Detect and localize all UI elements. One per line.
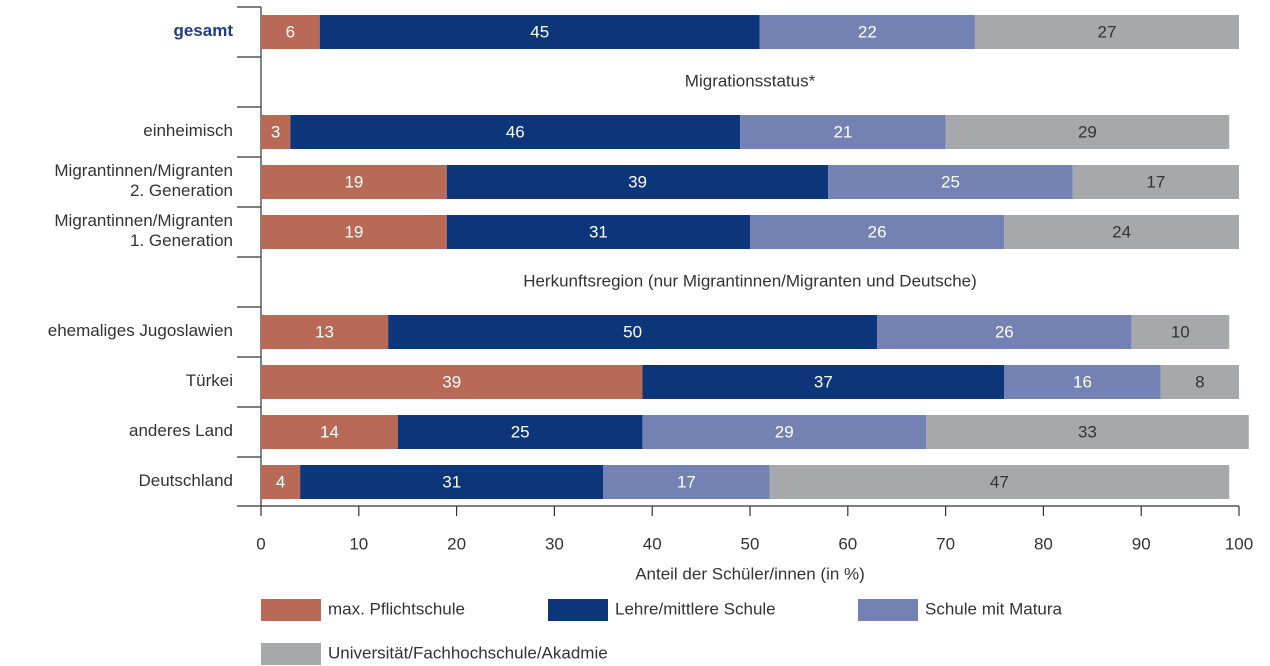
category-label: gesamt [173, 21, 233, 40]
bar-segment [974, 15, 1239, 49]
bar-segment [1004, 215, 1239, 249]
x-tick-label: 50 [741, 534, 760, 553]
bar-segment [261, 315, 389, 349]
bar-segment [740, 115, 946, 149]
value-label: 47 [990, 472, 1009, 491]
bar-segment [1004, 365, 1161, 399]
bar-segment [759, 15, 975, 49]
x-tick-label: 60 [838, 534, 857, 553]
bar-segment [261, 115, 291, 149]
value-label: 50 [623, 322, 642, 341]
value-label: 14 [320, 422, 339, 441]
legend-label: Lehre/mittlere Schule [615, 599, 776, 618]
section-label: Migrationsstatus* [685, 71, 816, 90]
value-label: 16 [1073, 372, 1092, 391]
bar-segment [300, 465, 604, 499]
bar-segment [261, 15, 320, 49]
value-label: 6 [286, 22, 295, 41]
x-axis-label: Anteil der Schüler/innen (in %) [635, 564, 865, 583]
legend-label: max. Pflichtschule [328, 599, 465, 618]
value-label: 29 [775, 422, 794, 441]
bar-segment [642, 415, 927, 449]
value-label: 4 [276, 472, 285, 491]
bar-segment [642, 365, 1005, 399]
value-label: 13 [315, 322, 334, 341]
x-tick-label: 0 [256, 534, 265, 553]
bar-segment [388, 315, 878, 349]
x-tick-label: 90 [1132, 534, 1151, 553]
legend-label: Schule mit Matura [925, 599, 1063, 618]
bar-segment [945, 115, 1230, 149]
section-label: Herkunftsregion (nur Migrantinnen/Migran… [523, 271, 977, 290]
legend-swatch [548, 599, 608, 621]
value-label: 39 [628, 172, 647, 191]
value-label: 25 [511, 422, 530, 441]
value-label: 37 [814, 372, 833, 391]
legend-label: Universität/Fachhochschule/Akadmie [328, 643, 608, 662]
bar-segment [261, 465, 301, 499]
bar-segment [1072, 165, 1239, 199]
bar-segment [261, 415, 398, 449]
x-tick-label: 70 [936, 534, 955, 553]
value-label: 10 [1171, 322, 1190, 341]
value-label: 24 [1112, 222, 1131, 241]
legend-swatch [858, 599, 918, 621]
x-tick-label: 80 [1034, 534, 1053, 553]
value-label: 33 [1078, 422, 1097, 441]
x-tick-label: 10 [349, 534, 368, 553]
value-label: 22 [858, 22, 877, 41]
value-label: 26 [868, 222, 887, 241]
bar-segment [397, 415, 643, 449]
bar-segment [446, 165, 829, 199]
value-label: 46 [506, 122, 525, 141]
value-label: 26 [995, 322, 1014, 341]
bar-segment [877, 315, 1132, 349]
legend-swatch [261, 599, 321, 621]
category-label: ehemaliges Jugoslawien [48, 321, 233, 340]
value-label: 31 [589, 222, 608, 241]
value-label: 17 [1146, 172, 1165, 191]
bar-segment [290, 115, 741, 149]
x-tick-label: 40 [643, 534, 662, 553]
value-label: 19 [344, 222, 363, 241]
category-label: Türkei [186, 371, 233, 390]
x-tick-label: 30 [545, 534, 564, 553]
value-label: 25 [941, 172, 960, 191]
x-tick-label: 20 [447, 534, 466, 553]
value-label: 45 [530, 22, 549, 41]
bar-segment [769, 465, 1230, 499]
bar-segment [926, 415, 1249, 449]
category-label: anderes Land [129, 421, 233, 440]
bar-segment [319, 15, 760, 49]
bar-segment [261, 165, 447, 199]
category-label: Migrantinnen/Migranten 1. Generation [54, 211, 233, 250]
bar-segment [750, 215, 1005, 249]
value-label: 8 [1195, 372, 1204, 391]
category-label: einheimisch [143, 121, 233, 140]
value-label: 21 [833, 122, 852, 141]
value-label: 31 [442, 472, 461, 491]
value-label: 3 [271, 122, 280, 141]
category-label: Deutschland [138, 471, 233, 490]
bar-segment [828, 165, 1073, 199]
bar-segment [261, 215, 447, 249]
value-label: 27 [1098, 22, 1117, 41]
value-label: 39 [442, 372, 461, 391]
bar-segment [261, 365, 643, 399]
category-label: Migrantinnen/Migranten 2. Generation [54, 161, 233, 200]
bar-segment [1160, 365, 1239, 399]
x-tick-label: 100 [1225, 534, 1253, 553]
bar-segment [446, 215, 750, 249]
value-label: 17 [677, 472, 696, 491]
value-label: 29 [1078, 122, 1097, 141]
value-label: 19 [344, 172, 363, 191]
legend-swatch [261, 643, 321, 665]
bar-segment [1131, 315, 1230, 349]
bar-segment [603, 465, 770, 499]
